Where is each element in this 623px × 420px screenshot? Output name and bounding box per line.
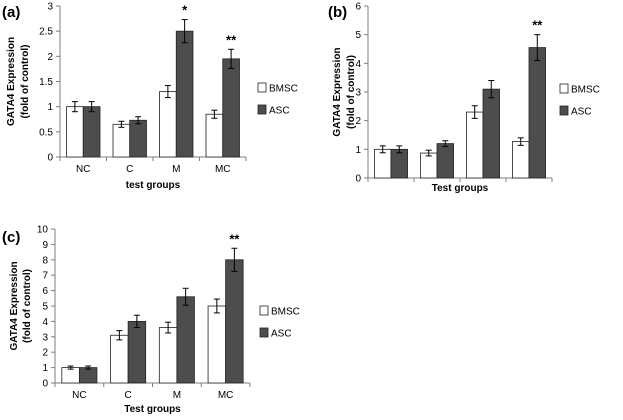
panel-c-legend-swatch-bmsc: [259, 305, 269, 316]
panel-a-y-tick-label: 3: [47, 2, 53, 13]
panel-b-bar-bmsc: [420, 152, 438, 179]
panel-b-y-tick-label: 5: [355, 30, 361, 41]
panel-c-bar-asc: [225, 259, 244, 384]
panel-c-bar-bmsc: [110, 334, 129, 384]
panel-c-y-axis-label: GATA4 Expression: [9, 261, 20, 350]
panel-a-category-label: MC: [215, 164, 231, 175]
panel-b-label: (b): [328, 4, 347, 21]
panel-b-legend-swatch-asc: [559, 105, 569, 116]
panel-a-bar-asc: [175, 30, 194, 158]
panel-a-x-axis-label: test groups: [126, 180, 181, 191]
panel-a-legend-swatch-bmsc: [257, 82, 267, 93]
panel-c-bar-asc: [176, 296, 195, 384]
panel-a-y-tick-label: 1.5: [39, 77, 53, 88]
panel-a-y-tick-label: 2.5: [39, 27, 53, 38]
panel-c-y-tick-label: 7: [42, 271, 48, 282]
panel-b-x-axis-label: Test groups: [432, 183, 489, 194]
panel-c-category-label: MC: [218, 390, 234, 401]
panel-c-significance-marker: **: [229, 231, 240, 246]
panel-c-bar-bmsc: [207, 305, 227, 384]
panel-c-legend-label-bmsc: BMSC: [271, 307, 300, 318]
panel-b-bar-bmsc: [374, 148, 392, 179]
panel-a-legend-label-asc: ASC: [269, 106, 290, 117]
panel-b-y-axis-label-unit: (fold of control): [346, 55, 357, 129]
panel-b-legend-label-asc: ASC: [571, 107, 592, 118]
panel-c-y-tick-label: 9: [42, 240, 48, 251]
panel-a-significance-marker: *: [182, 3, 188, 18]
panel-a-category-label: M: [172, 164, 180, 175]
panel-b-bar-asc: [528, 47, 546, 179]
panel-a-bar-bmsc: [159, 91, 177, 158]
panel-b-bar-asc: [390, 148, 408, 179]
panel-a-bar-bmsc: [205, 113, 224, 158]
panel-c-label: (c): [2, 229, 20, 246]
panel-a-bar-asc: [82, 106, 101, 158]
panel-c-category-label: C: [125, 390, 132, 401]
panel-b-legend-swatch-bmsc: [559, 83, 569, 94]
panel-a-y-axis-label-unit: (fold of control): [20, 45, 31, 119]
panel-a-y-tick-label: 0: [47, 153, 53, 164]
panel-a-category-label: NC: [76, 164, 90, 175]
panel-c-y-tick-label: 4: [42, 317, 48, 328]
panel-c-category-label: NC: [72, 390, 86, 401]
panel-c-y-axis-label-unit: (fold of control): [22, 269, 33, 343]
panel-c-y-tick-label: 2: [42, 348, 48, 359]
panel-c-bar-bmsc: [61, 367, 80, 384]
panel-c-legend-swatch-asc: [259, 327, 269, 338]
panel-a-legend-swatch-asc: [257, 104, 267, 115]
panel-b-bar-bmsc: [466, 111, 484, 179]
panel-b-legend-label-bmsc: BMSC: [571, 85, 600, 96]
panel-b-y-tick-label: 6: [355, 2, 361, 13]
panel-c-y-tick-label: 0: [42, 379, 48, 390]
panel-c-bar-asc: [78, 367, 98, 384]
panel-a-legend-label-bmsc: BMSC: [269, 84, 298, 95]
panel-a-category-label: C: [126, 164, 133, 175]
panel-a-y-tick-label: 1: [47, 102, 53, 113]
panel-c-bar-asc: [127, 320, 147, 384]
panel-c-y-tick-label: 5: [42, 302, 48, 313]
panel-a-y-tick-label: 0.5: [39, 127, 53, 138]
panel-b-y-tick-label: 3: [355, 88, 361, 99]
panel-a-bar-asc: [222, 58, 240, 158]
panel-b-bar-asc: [436, 143, 454, 179]
panel-c-y-tick-label: 8: [42, 255, 48, 266]
panel-c-category-label: M: [173, 390, 181, 401]
panel-c-y-tick-label: 1: [42, 363, 48, 374]
panel-a-y-tick-label: 2: [47, 52, 53, 63]
panel-c-x-axis-label: Test groups: [124, 404, 181, 415]
panel-b-significance-marker: **: [532, 18, 543, 33]
panel-b-y-tick-label: 1: [355, 145, 361, 156]
panel-c-y-tick-label: 10: [37, 225, 49, 236]
panel-a-bar-bmsc: [112, 123, 131, 158]
panel-b-y-tick-label: 0: [355, 174, 361, 185]
panel-a-bar-asc: [129, 119, 147, 158]
panel-b-bar-bmsc: [512, 141, 530, 179]
panel-a-significance-marker: **: [226, 32, 237, 47]
panel-a-label: (a): [2, 4, 20, 21]
panel-a-bar-bmsc: [66, 106, 84, 158]
panel-c-bar-bmsc: [158, 327, 178, 384]
panel-b-y-tick-label: 2: [355, 116, 361, 127]
panel-b-y-tick-label: 4: [355, 59, 361, 70]
panel-c-y-tick-label: 6: [42, 286, 48, 297]
panel-a-y-axis-label: GATA4 Expression: [6, 37, 17, 126]
panel-c-y-tick-label: 3: [42, 332, 48, 343]
panel-b-bar-asc: [482, 88, 500, 179]
panel-c-legend-label-asc: ASC: [271, 329, 292, 340]
panel-b-y-axis-label: GATA4 Expression: [332, 47, 343, 136]
